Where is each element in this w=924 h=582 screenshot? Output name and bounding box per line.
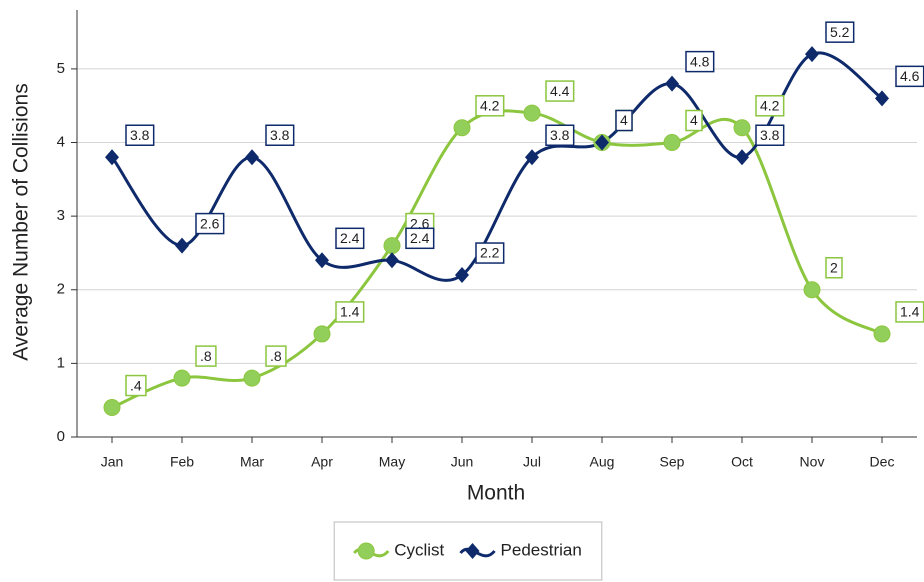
data-label: 4.2 (760, 97, 780, 113)
cyclist-marker (663, 134, 681, 152)
legend-entry: Cyclist (353, 540, 445, 560)
cyclist-marker (103, 399, 121, 417)
pedestrian-marker (175, 237, 189, 254)
y-tick-label: 5 (57, 60, 65, 77)
data-label-box (685, 109, 703, 132)
data-label: 3.8 (130, 127, 150, 143)
x-tick-label: Oct (731, 454, 753, 470)
data-label-box (335, 227, 365, 250)
legend-entry: Pedestrian (459, 540, 582, 559)
data-label: 3.8 (550, 127, 570, 143)
data-label: .8 (270, 348, 282, 364)
y-axis-title: Average Number of Collisions (10, 83, 33, 360)
data-label-box (615, 109, 633, 132)
data-label-box (475, 242, 505, 264)
data-label-box (545, 124, 575, 146)
data-label: 4.8 (690, 53, 710, 69)
data-label-box (755, 124, 785, 146)
data-label: 4.2 (480, 97, 500, 113)
pedestrian-marker (315, 252, 329, 269)
legend-label: Pedestrian (501, 540, 582, 559)
data-label-box (125, 374, 147, 397)
cyclist-marker (313, 325, 331, 343)
pedestrian-marker (805, 46, 819, 63)
data-label: 4.6 (900, 68, 920, 84)
data-label-box (405, 227, 435, 250)
data-label: 2.4 (340, 230, 360, 246)
data-label: 4 (690, 112, 698, 128)
cyclist-marker (243, 369, 261, 387)
data-label: 2.4 (410, 230, 430, 246)
pedestrian-marker (465, 543, 480, 559)
data-label: 4.4 (550, 83, 570, 99)
pedestrian-marker (385, 252, 399, 269)
x-tick-label: Jun (451, 454, 474, 470)
data-label: 4 (620, 112, 628, 128)
data-label-box (755, 95, 785, 117)
x-tick-label: Nov (800, 454, 825, 470)
pedestrian-marker (875, 90, 889, 107)
x-tick-label: Feb (170, 454, 194, 470)
x-tick-label: Mar (240, 454, 264, 470)
x-tick-label: Jan (101, 454, 124, 470)
data-label: 1.4 (900, 304, 920, 320)
data-label-box (545, 80, 575, 102)
data-label: 5.2 (830, 24, 850, 40)
data-label: 2.6 (200, 215, 220, 231)
data-label: .4 (130, 377, 142, 393)
data-label: 3.8 (270, 127, 290, 143)
pedestrian-marker (105, 149, 119, 166)
data-label: 3.8 (760, 127, 780, 143)
y-tick-label: 3 (57, 207, 65, 224)
data-label: 2 (830, 259, 838, 275)
data-label: 1.4 (340, 304, 360, 320)
data-label: 2.6 (410, 215, 430, 231)
x-tick-label: Aug (590, 454, 615, 470)
data-label-box (265, 124, 295, 146)
pedestrian-marker (455, 267, 469, 284)
x-tick-label: Apr (311, 454, 333, 470)
data-label-box (195, 345, 217, 367)
data-label-box (335, 301, 365, 323)
data-label: 2.2 (480, 245, 500, 261)
y-tick-label: 1 (57, 354, 65, 371)
cyclist-marker (173, 369, 191, 387)
cyclist-marker (523, 104, 541, 122)
cyclist-marker (357, 542, 375, 560)
x-tick-label: May (379, 454, 405, 470)
pedestrian-marker (525, 149, 539, 166)
cyclist-marker (383, 237, 401, 255)
cyclist-marker (873, 325, 891, 343)
data-label-box (825, 21, 855, 43)
cyclist-marker (803, 281, 821, 299)
x-tick-label: Dec (870, 454, 895, 470)
data-label: .8 (200, 348, 212, 364)
x-tick-label: Jul (523, 454, 541, 470)
x-tick-label: Sep (660, 454, 685, 470)
legend-label: Cyclist (394, 540, 444, 559)
cyclist-marker (453, 119, 471, 137)
y-tick-label: 0 (57, 428, 65, 445)
data-label-box (265, 345, 287, 367)
pedestrian-marker (245, 149, 259, 166)
pedestrian-marker (595, 134, 609, 151)
pedestrian-marker (665, 75, 679, 92)
data-label-box (195, 212, 225, 235)
y-tick-label: 4 (57, 133, 65, 150)
y-tick-label: 2 (57, 281, 65, 298)
data-label-box (685, 50, 715, 73)
data-label-box (125, 124, 155, 146)
pedestrian-marker (735, 149, 749, 166)
legend: Cyclist Pedestrian (333, 521, 603, 581)
x-axis-title: Month (467, 482, 525, 505)
data-label-box (475, 95, 505, 117)
data-label-box (825, 257, 843, 279)
cyclist-marker (733, 119, 751, 137)
